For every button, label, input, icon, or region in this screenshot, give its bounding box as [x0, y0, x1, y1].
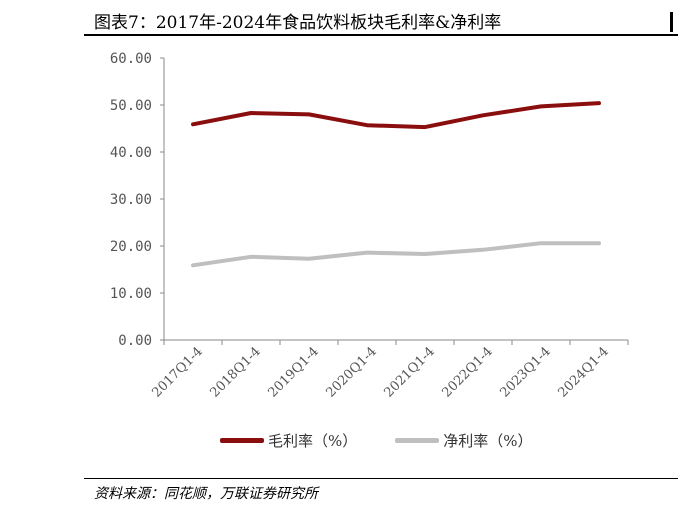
chart-title: 图表7：2017年-2024年食品饮料板块毛利率&净利率 [94, 13, 502, 33]
series-line-0 [191, 101, 601, 130]
line-chart: 0.00 10.00 20.00 30.00 40.00 50.00 60.00 2017Q… [110, 51, 629, 401]
legend-item-net-margin: 净利率（%） [395, 430, 533, 451]
y-tick-label: 40.00 [110, 145, 152, 161]
legend-label-net-margin: 净利率（%） [443, 431, 533, 450]
legend-label-gross-margin: 毛利率（%） [268, 431, 358, 450]
x-tick-label: 2019Q1-4 [265, 344, 321, 400]
source-note: 资料来源：同花顺，万联证券研究所 [94, 486, 318, 502]
chart-header: 图表7：2017年-2024年食品饮料板块毛利率&净利率 [90, 4, 678, 34]
y-tick-label: 0.00 [118, 333, 152, 349]
y-axis: 0.00 10.00 20.00 30.00 40.00 50.00 60.00 [110, 51, 165, 349]
legend-item-gross-margin: 毛利率（%） [220, 430, 357, 451]
x-tick-label: 2018Q1-4 [207, 344, 263, 400]
legend-swatch-net-margin [395, 437, 440, 443]
series-line-1 [191, 241, 601, 268]
x-tick-label: 2024Q1-4 [555, 344, 611, 400]
x-axis: 2017Q1-4 2018Q1-4 2019Q1-4 2020Q1-4 2021Q1-4… [149, 339, 629, 401]
y-tick-label: 20.00 [110, 239, 152, 255]
header-rule [84, 34, 678, 36]
y-tick-label: 10.00 [110, 286, 152, 302]
y-tick-label: 60.00 [110, 51, 152, 67]
legend-swatch-gross-margin [220, 437, 264, 443]
footer-rule [84, 478, 678, 479]
x-tick-label: 2023Q1-4 [497, 344, 553, 400]
legend: 毛利率（%） 净利率（%） [220, 428, 571, 452]
series-lines [191, 101, 601, 268]
y-tick-label: 50.00 [110, 98, 152, 114]
x-tick-label: 2021Q1-4 [381, 344, 437, 400]
x-tick-label: 2022Q1-4 [439, 344, 495, 400]
y-tick-label: 30.00 [110, 192, 152, 208]
x-tick-label: 2020Q1-4 [323, 344, 379, 400]
x-tick-label: 2017Q1-4 [149, 344, 205, 400]
edge-mark [670, 12, 673, 32]
